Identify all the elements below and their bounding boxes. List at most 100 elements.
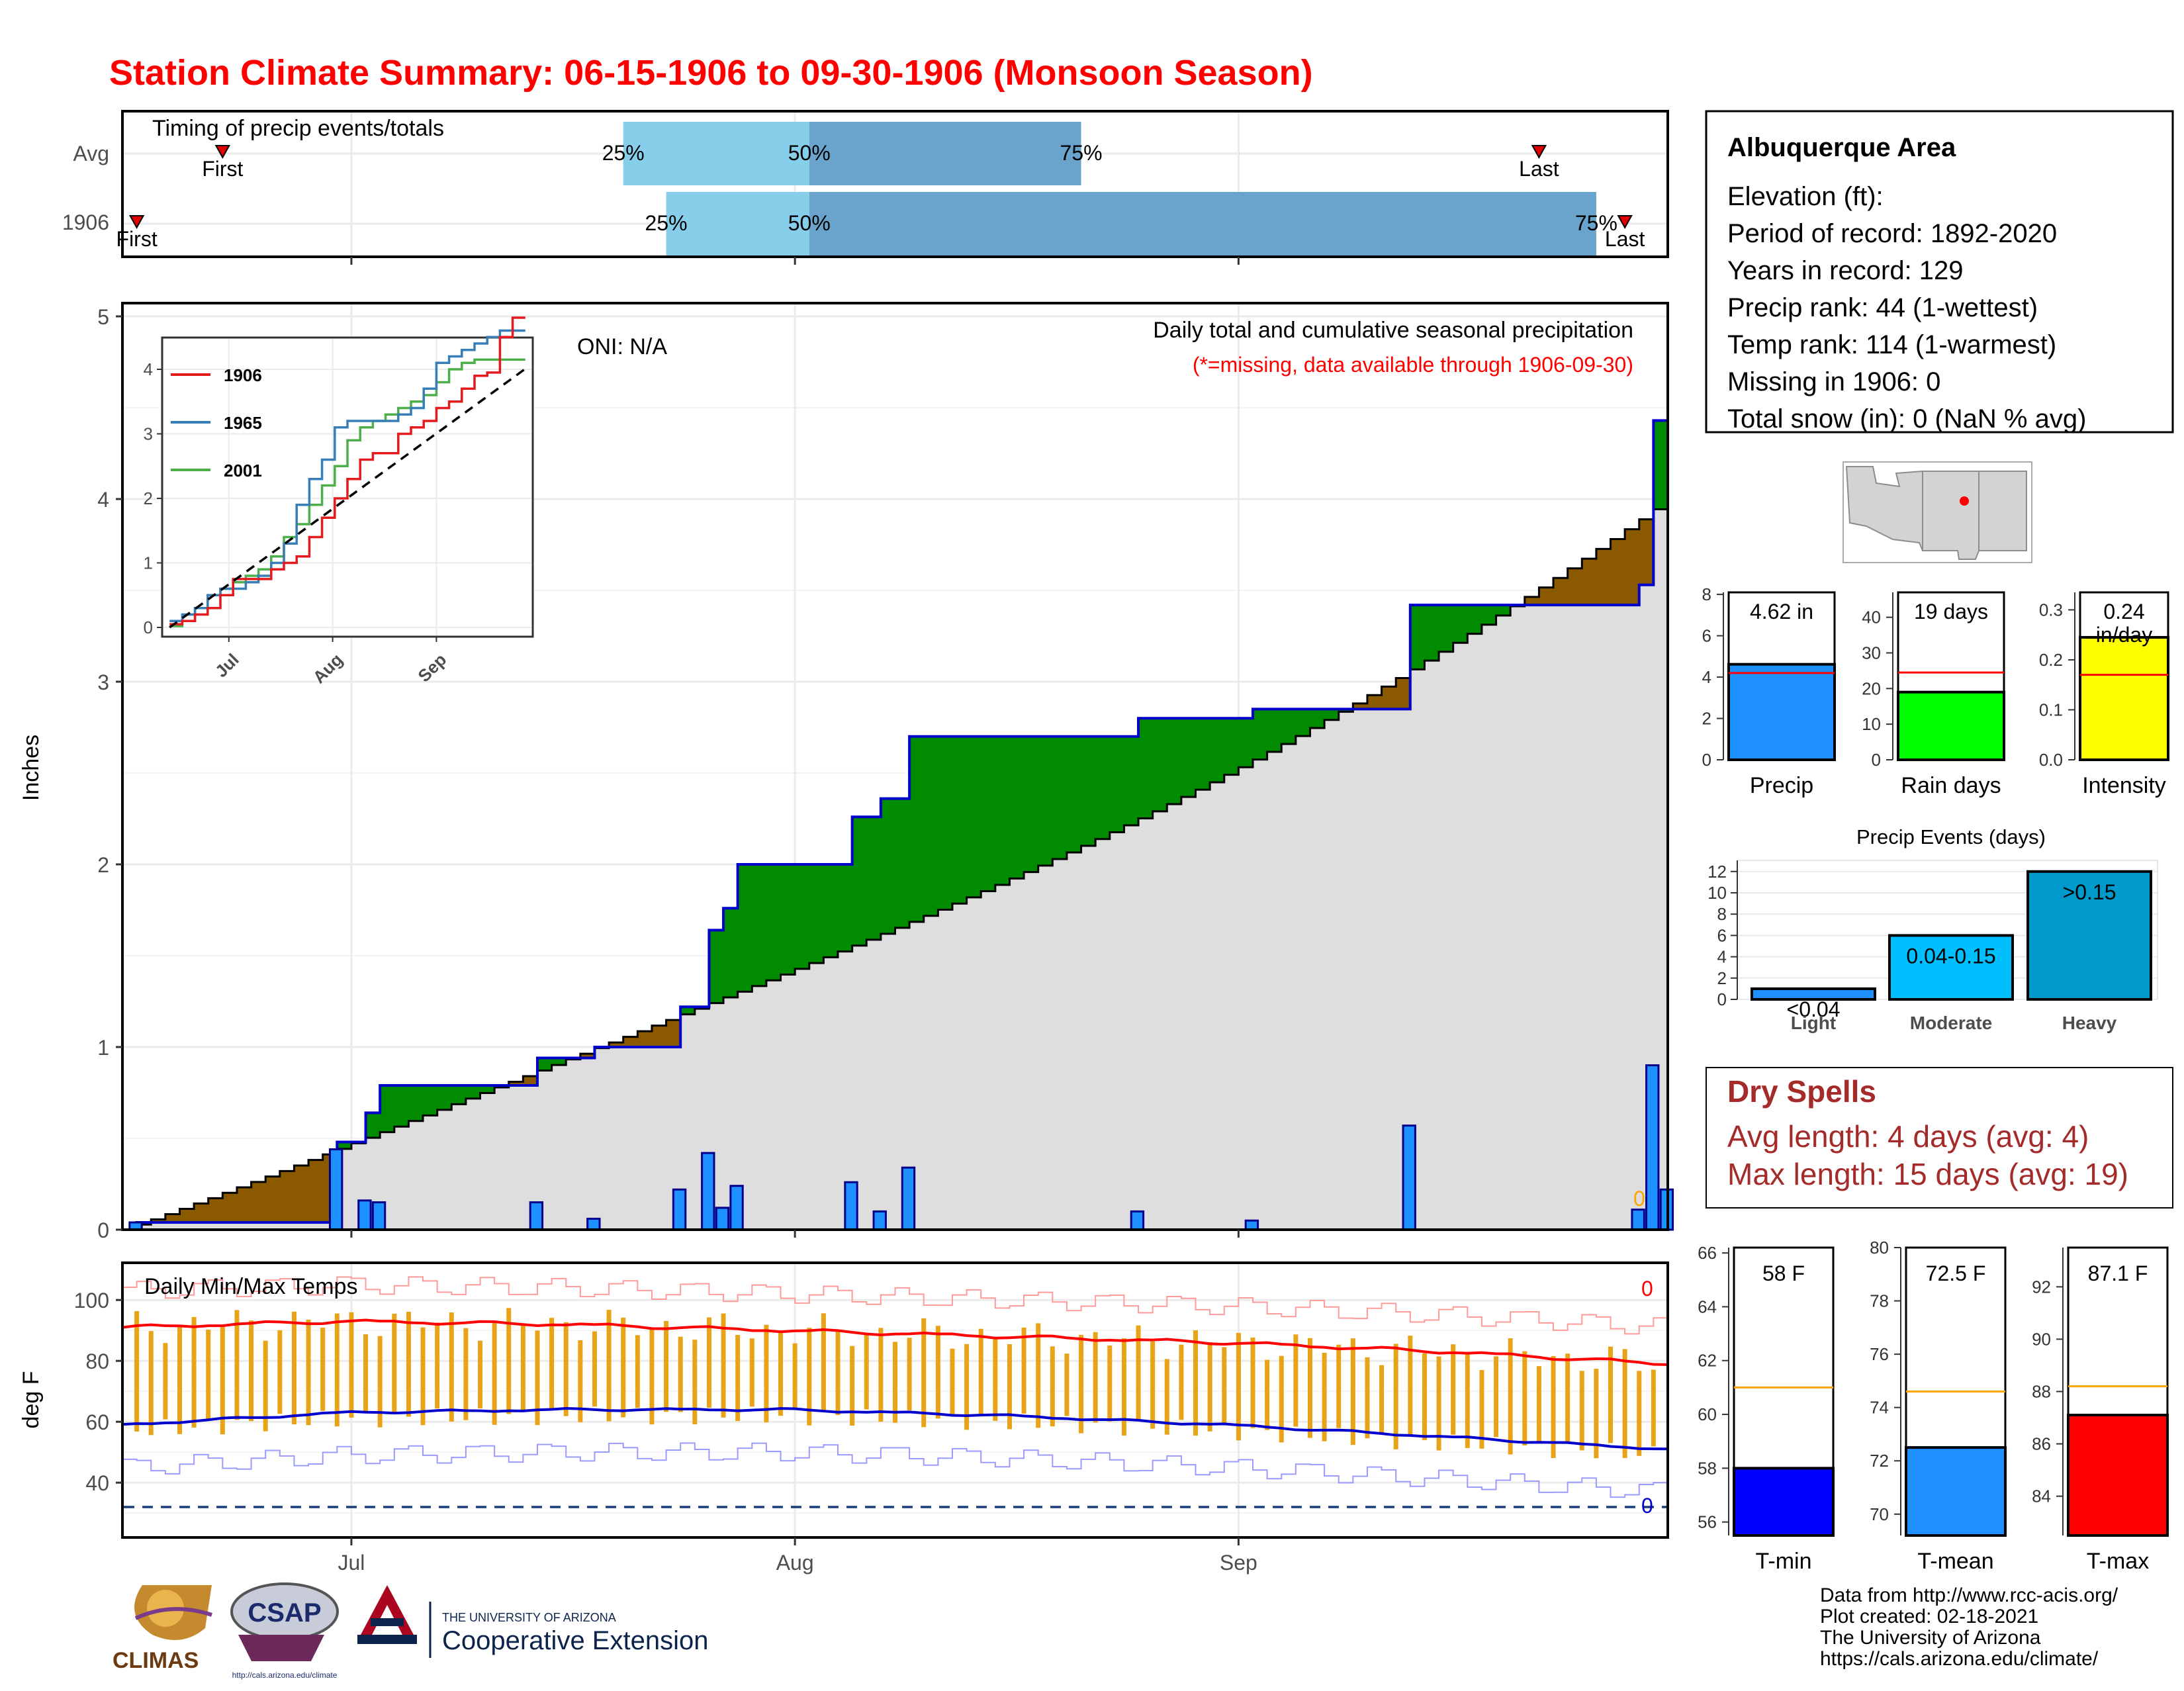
daily-temp-bar <box>764 1324 769 1423</box>
daily-temp-bar <box>1093 1332 1098 1423</box>
above-avg-segment <box>995 736 1011 885</box>
legend-1906: 1906 <box>224 365 262 385</box>
daily-temp-bar <box>606 1310 612 1422</box>
above-avg-segment <box>1496 605 1511 616</box>
temp-summary-label: T-min <box>1756 1549 1812 1574</box>
precip-ytick: 4 <box>97 488 109 512</box>
above-avg-segment <box>981 736 996 891</box>
below-avg-segment <box>1582 559 1597 606</box>
daily-temp-bar <box>1637 1371 1642 1456</box>
event-ytick: 2 <box>1717 968 1727 988</box>
temp-ytick: 60 <box>85 1410 109 1434</box>
info-line: Total snow (in): 0 (NaN % avg) <box>1727 404 2086 434</box>
above-avg-segment <box>1295 709 1311 737</box>
daily-precip-bar <box>1645 1064 1660 1231</box>
daily-temp-bar <box>1393 1344 1398 1449</box>
daily-temp-bar <box>649 1328 655 1425</box>
daily-temp-bar <box>778 1331 784 1416</box>
above-avg-segment <box>337 1142 352 1149</box>
above-avg-segment <box>451 1085 467 1105</box>
below-avg-segment <box>194 1203 209 1222</box>
temp-label: Daily Min/Max Temps <box>144 1274 357 1299</box>
daily-temp-bar <box>1050 1346 1055 1427</box>
above-avg-segment <box>838 864 853 952</box>
ua-big-text: Cooperative Extension <box>442 1626 708 1655</box>
daily-temp-bar <box>506 1308 512 1414</box>
daily-temp-bar <box>1465 1353 1470 1448</box>
daily-temp-bar <box>1021 1327 1026 1414</box>
timing-p50: 50% <box>788 211 831 235</box>
daily-temp-bar <box>1279 1355 1284 1443</box>
daily-temp-bar <box>1422 1353 1427 1440</box>
daily-temp-bar <box>878 1328 884 1422</box>
summary-ytick: 0 <box>1702 750 1711 770</box>
above-avg-segment <box>952 736 968 904</box>
above-avg-segment <box>938 736 953 910</box>
daily-temp-bar <box>1307 1338 1312 1438</box>
summary-ytick: 20 <box>1862 678 1881 698</box>
temp-ylabel: deg F <box>19 1371 44 1429</box>
daily-temp-bar <box>964 1344 970 1430</box>
above-avg-segment <box>1095 736 1111 839</box>
daily-temp-bar <box>163 1343 168 1420</box>
daily-temp-bar <box>907 1338 912 1410</box>
above-avg-segment <box>365 1113 381 1138</box>
below-avg-segment <box>623 1036 638 1047</box>
below-avg-segment <box>151 1219 166 1222</box>
above-avg-segment <box>551 1058 567 1066</box>
dry-spells-title: Dry Spells <box>1727 1074 1876 1109</box>
summary-charts: 4.62 in Precip 0 2 4 6 8 19 days Rain days 0 10 20 3… <box>1702 584 2169 798</box>
inset-ytick: 3 <box>144 424 153 444</box>
credit-data-source: Data from http://www.rcc-acis.org/ <box>1820 1584 2118 1606</box>
event-ytick: 12 <box>1707 862 1727 882</box>
temp-summary-ytick: 76 <box>1870 1344 1889 1364</box>
temp-ytick: 80 <box>85 1349 109 1373</box>
daily-temp-bar <box>134 1311 140 1432</box>
credit-university: The University of Arizona <box>1820 1627 2041 1649</box>
above-avg-segment <box>537 1058 553 1071</box>
month-label: Sep <box>1220 1551 1257 1575</box>
temp-summary-ytick: 66 <box>1698 1243 1717 1263</box>
daily-temp-bar <box>377 1336 383 1428</box>
temp-summary-ytick: 62 <box>1698 1351 1717 1371</box>
actual-cumulative-line <box>122 419 1668 1231</box>
temp-summary-value: 87.1 F <box>2088 1261 2148 1285</box>
precip-ytick: 5 <box>97 305 109 329</box>
daily-temp-bar <box>220 1326 225 1435</box>
above-avg-segment <box>1181 718 1197 798</box>
temp-summary-ytick: 78 <box>1870 1291 1889 1311</box>
daily-temp-bar <box>621 1317 626 1418</box>
above-avg-segment <box>1424 605 1439 661</box>
event-bar-moderate <box>1888 934 2014 1001</box>
daily-temp-bar <box>1121 1338 1126 1436</box>
above-avg-segment <box>1653 420 1668 510</box>
daily-temp-bar <box>821 1313 826 1412</box>
below-avg-segment <box>1381 686 1396 709</box>
below-avg-segment <box>294 1165 309 1222</box>
above-avg-segment <box>1324 709 1340 720</box>
above-avg-segment <box>1052 736 1068 860</box>
inset-ytick: 4 <box>144 359 153 379</box>
daily-temp-bar <box>1551 1356 1556 1458</box>
below-avg-segment <box>1553 578 1569 606</box>
above-avg-segment <box>966 736 981 897</box>
timing-p75: 75% <box>1575 211 1617 235</box>
events-title: Precip Events (days) <box>1856 825 2046 848</box>
above-avg-segment <box>766 864 782 981</box>
precip-ytick: 1 <box>97 1036 109 1060</box>
daily-temp-bar <box>850 1346 855 1426</box>
timing-first-marker-label: First <box>202 157 243 181</box>
daily-temp-bar <box>334 1313 340 1427</box>
event-category: Light <box>1791 1013 1836 1033</box>
inset-legend: 1906 1965 2001 <box>171 365 262 480</box>
info-line: Period of record: 1892-2020 <box>1727 219 2057 248</box>
above-avg-segment <box>1338 709 1353 712</box>
above-avg-segment <box>895 798 910 928</box>
daily-precip-bar <box>1631 1209 1645 1231</box>
above-avg-segment <box>1081 736 1096 846</box>
above-avg-segment <box>1138 718 1154 819</box>
daily-precip-bar <box>529 1201 544 1231</box>
daily-temp-bar <box>234 1310 240 1420</box>
